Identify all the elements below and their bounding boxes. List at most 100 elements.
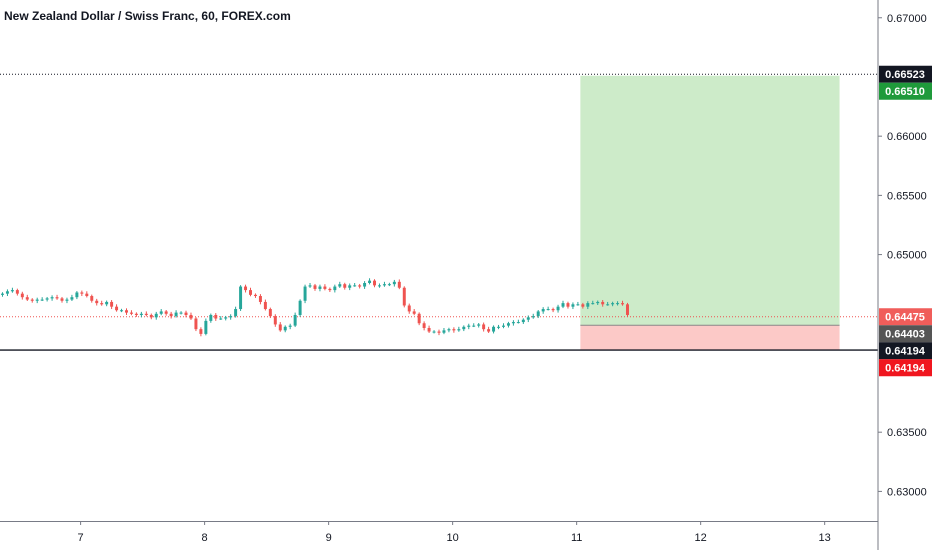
candle-body[interactable] [318, 286, 322, 289]
candle-body[interactable] [606, 304, 610, 306]
candle-body[interactable] [154, 313, 158, 318]
candle-body[interactable] [45, 298, 49, 300]
candle-body[interactable] [214, 314, 218, 319]
candle-body[interactable] [392, 281, 396, 285]
candle-body[interactable] [556, 306, 560, 311]
candle-body[interactable] [65, 299, 69, 301]
candle-body[interactable] [546, 309, 550, 311]
candle-body[interactable] [462, 326, 466, 330]
candle-body[interactable] [80, 292, 84, 294]
candle-body[interactable] [273, 316, 277, 325]
candle-body[interactable] [224, 317, 228, 319]
candle-body[interactable] [457, 329, 461, 331]
candle-body[interactable] [40, 299, 44, 301]
candle-body[interactable] [144, 313, 148, 315]
candle-body[interactable] [139, 313, 143, 315]
candle-body[interactable] [10, 290, 14, 292]
candle-body[interactable] [75, 292, 79, 298]
candle-body[interactable] [30, 299, 34, 301]
candle-body[interactable] [358, 285, 362, 287]
candle-body[interactable] [174, 312, 178, 317]
candle-body[interactable] [531, 316, 535, 318]
candle-body[interactable] [343, 284, 347, 288]
candle-body[interactable] [482, 324, 486, 330]
candle-body[interactable] [526, 317, 530, 320]
candle-body[interactable] [120, 310, 124, 312]
candle-body[interactable] [110, 301, 114, 307]
candle-body[interactable] [402, 287, 406, 306]
candle-body[interactable] [397, 281, 401, 288]
candle-body[interactable] [308, 285, 312, 287]
candle-body[interactable] [407, 305, 411, 312]
candle-body[interactable] [492, 326, 496, 332]
entry-price-tag[interactable] [879, 325, 932, 343]
target-price-tag[interactable] [879, 82, 932, 100]
candle-body[interactable] [611, 303, 615, 305]
candle-body[interactable] [626, 304, 629, 315]
candle-body[interactable] [60, 298, 64, 301]
candle-body[interactable] [90, 296, 94, 301]
candle-body[interactable] [293, 314, 297, 326]
candle-body[interactable] [382, 284, 386, 286]
candle-body[interactable] [159, 311, 163, 314]
candle-body[interactable] [179, 312, 183, 314]
candle-body[interactable] [333, 286, 337, 291]
candle-body[interactable] [105, 301, 109, 305]
candle-body[interactable] [477, 324, 481, 326]
candle-body[interactable] [0, 293, 4, 295]
candle-body[interactable] [199, 329, 203, 334]
candle-body[interactable] [616, 303, 620, 305]
candle-body[interactable] [134, 313, 138, 315]
candle-body[interactable] [467, 325, 471, 327]
candle-body[interactable] [95, 300, 99, 304]
candle-body[interactable] [368, 280, 372, 283]
candle-body[interactable] [363, 282, 367, 287]
candle-body[interactable] [35, 299, 39, 301]
candle-body[interactable] [427, 327, 431, 332]
candle-body[interactable] [278, 324, 282, 331]
candle-body[interactable] [204, 320, 208, 334]
candle-body[interactable] [591, 303, 595, 305]
candle-body[interactable] [571, 304, 575, 307]
candle-body[interactable] [541, 309, 545, 312]
candle-body[interactable] [561, 303, 565, 307]
candle-body[interactable] [487, 329, 491, 332]
candle-body[interactable] [497, 326, 501, 328]
candle-body[interactable] [432, 331, 436, 333]
candle-body[interactable] [70, 297, 74, 300]
candle-body[interactable] [5, 291, 9, 294]
candle-body[interactable] [377, 285, 381, 287]
candle-body[interactable] [125, 310, 128, 313]
candle-body[interactable] [501, 325, 505, 327]
price-tag[interactable] [879, 342, 932, 360]
candle-body[interactable] [581, 304, 585, 307]
candle-body[interactable] [25, 297, 29, 300]
candle-body[interactable] [447, 329, 451, 331]
candle-body[interactable] [437, 331, 441, 333]
candle-body[interactable] [229, 316, 233, 318]
candle-body[interactable] [511, 322, 515, 324]
candle-body[interactable] [189, 314, 193, 319]
candle-body[interactable] [209, 314, 213, 321]
candle-body[interactable] [258, 296, 262, 302]
candle-body[interactable] [348, 285, 352, 288]
candle-body[interactable] [353, 285, 357, 287]
candle-body[interactable] [288, 325, 292, 327]
candle-body[interactable] [551, 309, 555, 311]
candle-body[interactable] [219, 318, 223, 320]
candle-body[interactable] [373, 280, 377, 286]
candle-body[interactable] [516, 322, 520, 324]
profit-target-zone[interactable] [580, 75, 840, 326]
candle-body[interactable] [422, 323, 426, 328]
candle-body[interactable] [169, 313, 173, 317]
candle-body[interactable] [298, 300, 302, 315]
candle-body[interactable] [234, 309, 238, 317]
candle-body[interactable] [50, 297, 54, 299]
candle-body[interactable] [303, 286, 307, 301]
candle-body[interactable] [313, 285, 317, 289]
candle-body[interactable] [115, 306, 119, 311]
candle-body[interactable] [412, 311, 416, 314]
candle-body[interactable] [263, 301, 267, 310]
candle-body[interactable] [452, 329, 456, 331]
